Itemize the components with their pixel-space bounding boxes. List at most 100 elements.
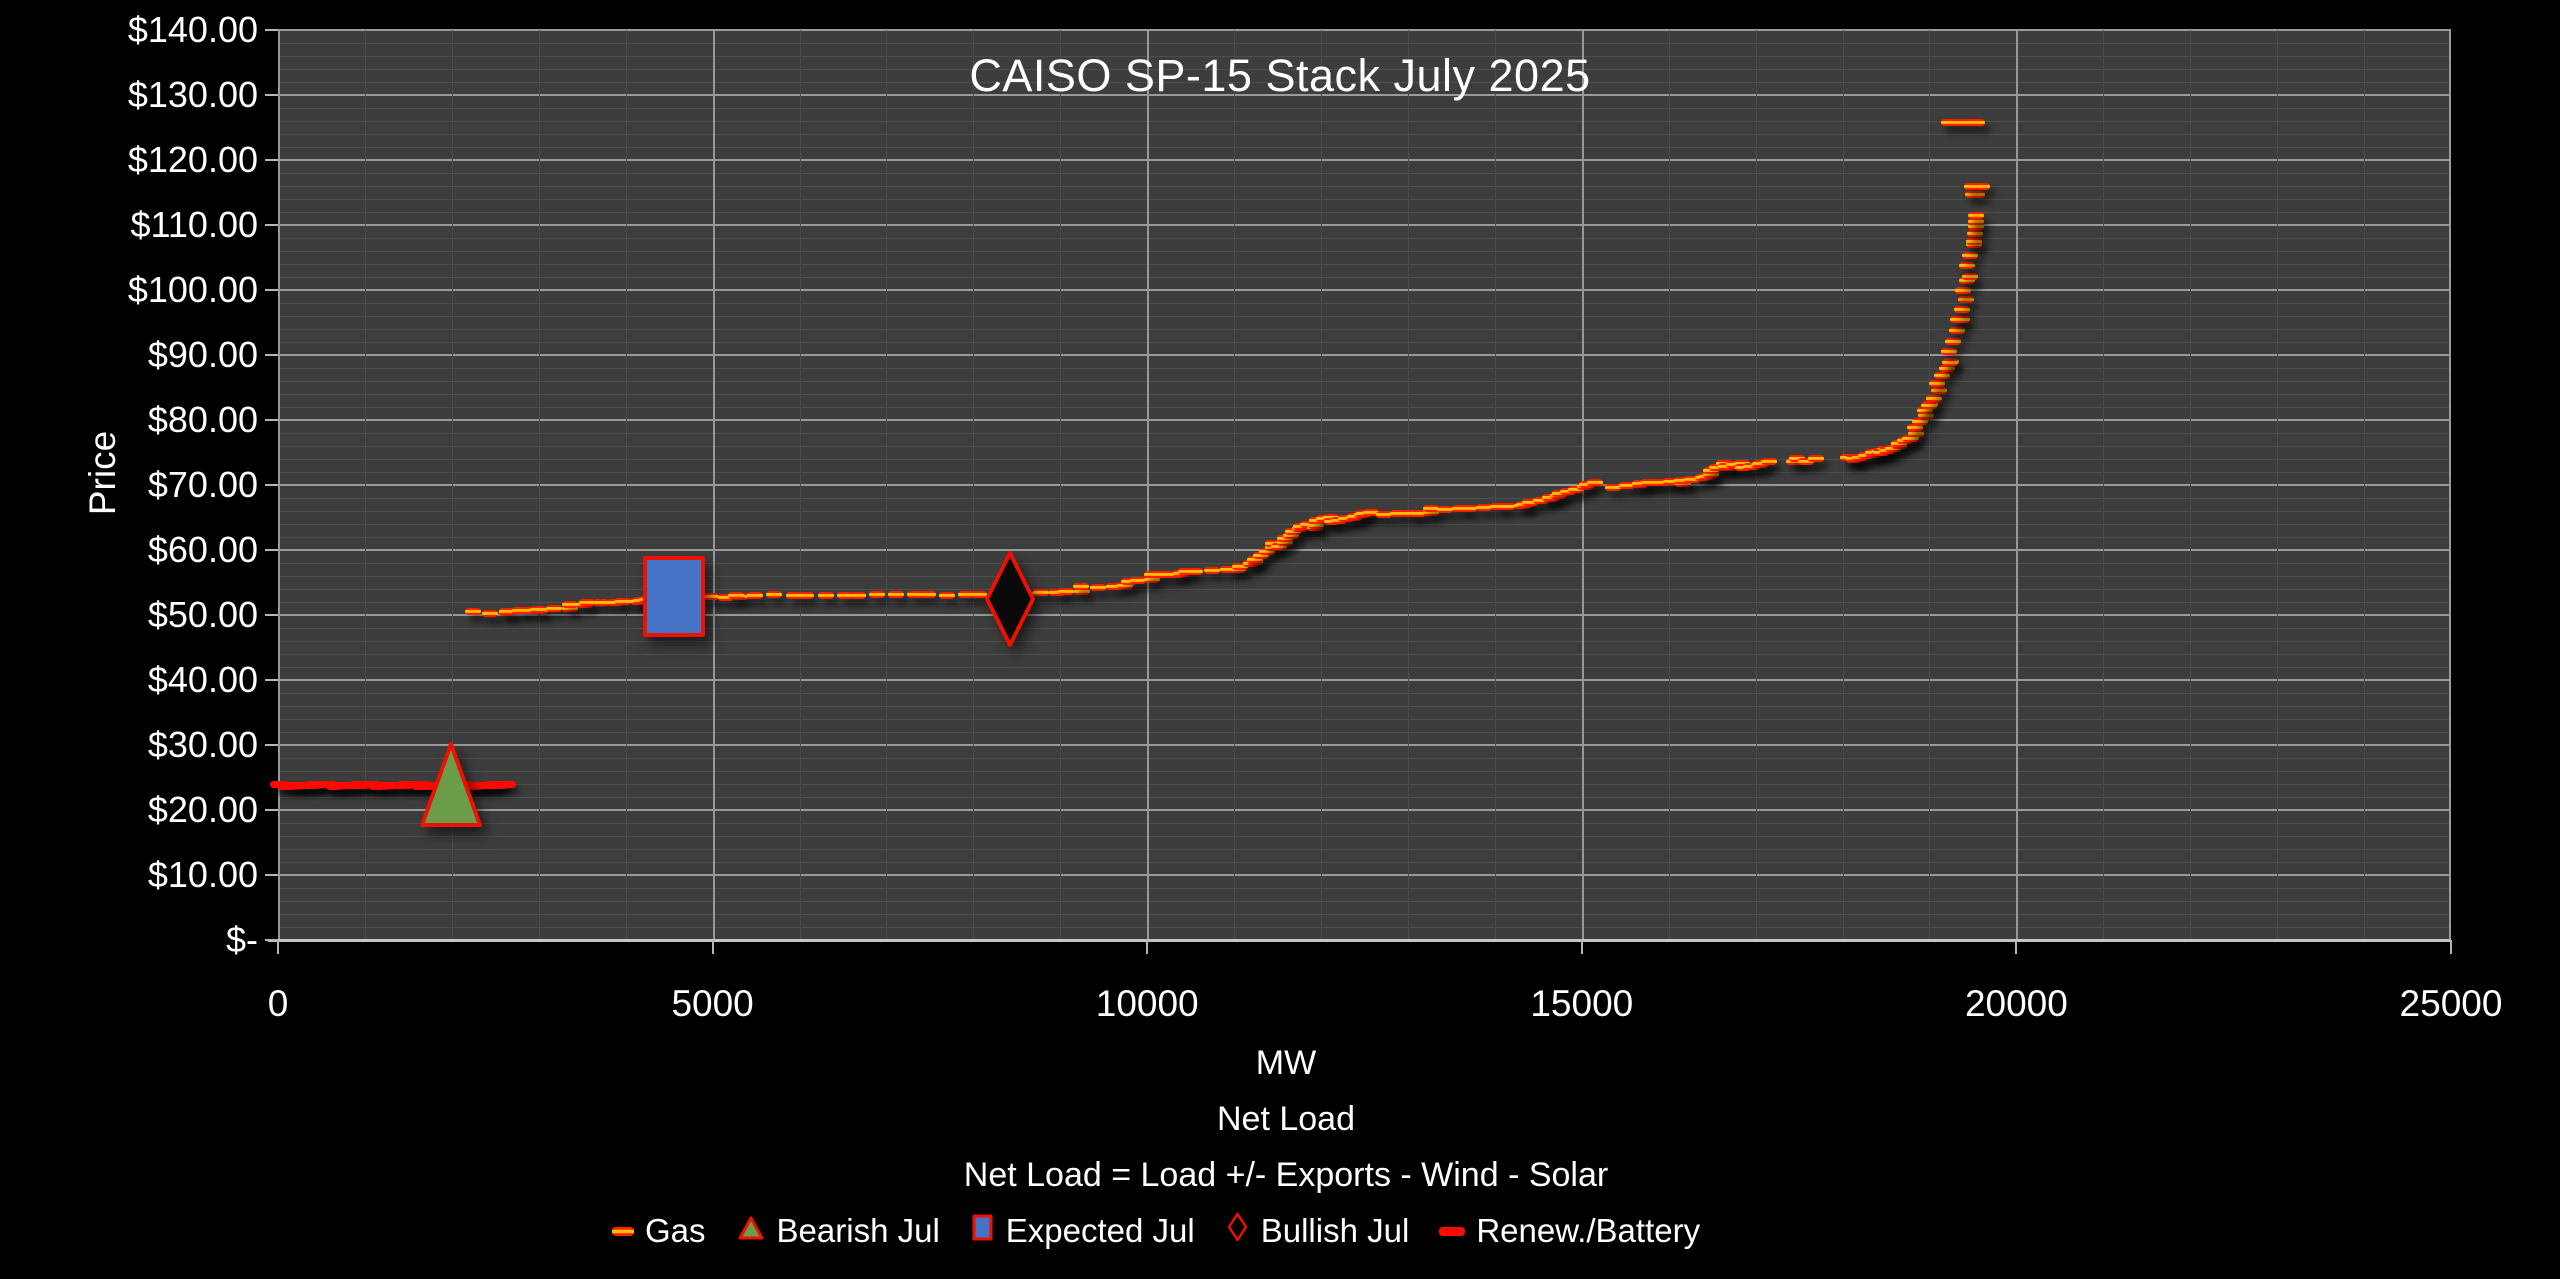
legend-item-bullish-jul: Bullish Jul: [1225, 1210, 1410, 1252]
gas-dash-point: [1106, 582, 1123, 590]
gas-dash-point: [817, 591, 834, 599]
gridline-h-minor: [278, 277, 2451, 278]
gas-dash-point: [615, 598, 632, 606]
gridline-h-minor: [278, 914, 2451, 915]
gridline-v-minor: [1407, 30, 1409, 940]
gas-dash-point: [1950, 315, 1967, 323]
y-axis-tick: [265, 744, 278, 746]
gridline-v-minor: [2103, 30, 2105, 940]
y-axis-tick: [265, 614, 278, 616]
gridline-h-minor: [278, 108, 2451, 109]
gas-dash-point: [1944, 337, 1961, 345]
gridline-h-minor: [278, 693, 2451, 694]
gas-dash-point: [1490, 503, 1507, 511]
x-axis-tick: [711, 940, 714, 954]
gridline-h-minor: [278, 238, 2451, 239]
gas-dash-point: [836, 591, 853, 599]
x-axis-tick: [2450, 940, 2452, 954]
gas-dash-point: [727, 591, 744, 599]
gas-dash-point: [545, 605, 562, 613]
gas-dash-point: [1958, 262, 1975, 270]
gridline-h-minor: [278, 316, 2451, 317]
gas-dash-point: [1906, 423, 1923, 431]
gridline-h-minor: [278, 537, 2451, 538]
gas-dash-point: [1902, 435, 1919, 443]
gridline-h-major: [278, 159, 2451, 161]
gridline-h-minor: [278, 602, 2451, 603]
gridline-h-major: [278, 874, 2451, 876]
gas-dash-point: [518, 607, 535, 615]
gas-dash-point: [1323, 514, 1340, 522]
gridline-h-minor: [278, 784, 2451, 785]
gas-dash-point: [798, 592, 815, 600]
gas-dash-icon: [612, 1226, 634, 1236]
gas-dash-point: [1203, 566, 1220, 574]
gridline-h-minor: [278, 628, 2451, 629]
y-axis-tick: [265, 484, 278, 486]
x-axis-tick: [2015, 940, 2018, 954]
gridline-h-minor: [278, 173, 2451, 174]
gridline-h-minor: [278, 732, 2451, 733]
gas-dash-point: [1144, 576, 1161, 584]
gas-dash-point: [1423, 509, 1440, 517]
y-axis-tick: [265, 224, 278, 226]
y-axis-tick: [265, 419, 278, 421]
gas-dash-point: [1307, 521, 1324, 529]
y-axis-tick-label: $140.00: [127, 9, 258, 50]
gas-dash-point: [1437, 506, 1454, 514]
gas-dash-point: [1232, 562, 1249, 570]
gridline-h-minor: [278, 719, 2451, 720]
gridline-v-major: [2016, 30, 2019, 940]
gridline-h-minor: [278, 199, 2451, 200]
gas-dash-point: [1684, 475, 1701, 483]
y-axis-tick-label: $10.00: [147, 854, 258, 895]
gas-dash-point: [562, 601, 579, 609]
legend-item-label: Bullish Jul: [1260, 1212, 1410, 1249]
gridline-v-minor: [1929, 30, 1931, 940]
gridline-h-minor: [278, 329, 2451, 330]
gas-dash-point: [1156, 571, 1173, 579]
gridline-h-major: [278, 679, 2451, 681]
y-axis-tick-label: $130.00: [127, 74, 258, 115]
gas-dash-point: [1253, 551, 1270, 559]
gridline-h-minor: [278, 264, 2451, 265]
chart-title: CAISO SP-15 Stack July 2025: [969, 50, 1591, 101]
gas-dash-point: [562, 605, 579, 613]
gas-dash-point: [1362, 509, 1379, 517]
gas-dash-point: [1916, 406, 1933, 414]
gas-dash-point: [1957, 296, 1974, 304]
x-axis-netload-label: Net Load: [1217, 1100, 1355, 1138]
gas-dash-point: [1410, 509, 1427, 517]
y-axis-tick-label: $90.00: [147, 334, 258, 375]
y-axis-tick-label: $70.00: [147, 464, 258, 505]
gas-dash-point: [1604, 484, 1621, 492]
gridline-h-minor: [278, 433, 2451, 434]
gas-dash-point: [907, 591, 924, 598]
gas-dash-point: [1703, 467, 1720, 475]
gas-dash-point: [1129, 577, 1146, 585]
bearish-jul-marker: [418, 740, 484, 834]
bullish-jul-marker: [983, 549, 1037, 654]
gridline-h-minor: [278, 459, 2451, 460]
x-axis-tick-label: 5000: [671, 983, 754, 1024]
gas-dash-point: [1521, 498, 1538, 506]
gas-dash-point: [1632, 479, 1649, 487]
gridline-v-minor: [2364, 30, 2366, 940]
gas-dash-point: [1259, 547, 1276, 555]
renew-battery-dash: [497, 780, 516, 789]
gas-dash-point: [1073, 587, 1090, 595]
y-axis-tick-label: $50.00: [147, 594, 258, 635]
x-axis-unit-label: MW: [1255, 1044, 1317, 1082]
gridline-h-minor: [278, 498, 2451, 499]
gas-dash-point: [578, 599, 595, 607]
gas-dash-point: [529, 605, 546, 613]
y-axis-tick: [265, 679, 278, 681]
gridline-v-major: [2449, 30, 2451, 940]
gas-dash-point: [939, 591, 956, 599]
y-axis-tick: [265, 159, 278, 161]
gridline-h-minor: [278, 43, 2451, 44]
gridline-h-minor: [278, 771, 2451, 772]
gridline-h-minor: [278, 212, 2451, 213]
gas-dash-point: [1653, 478, 1670, 486]
